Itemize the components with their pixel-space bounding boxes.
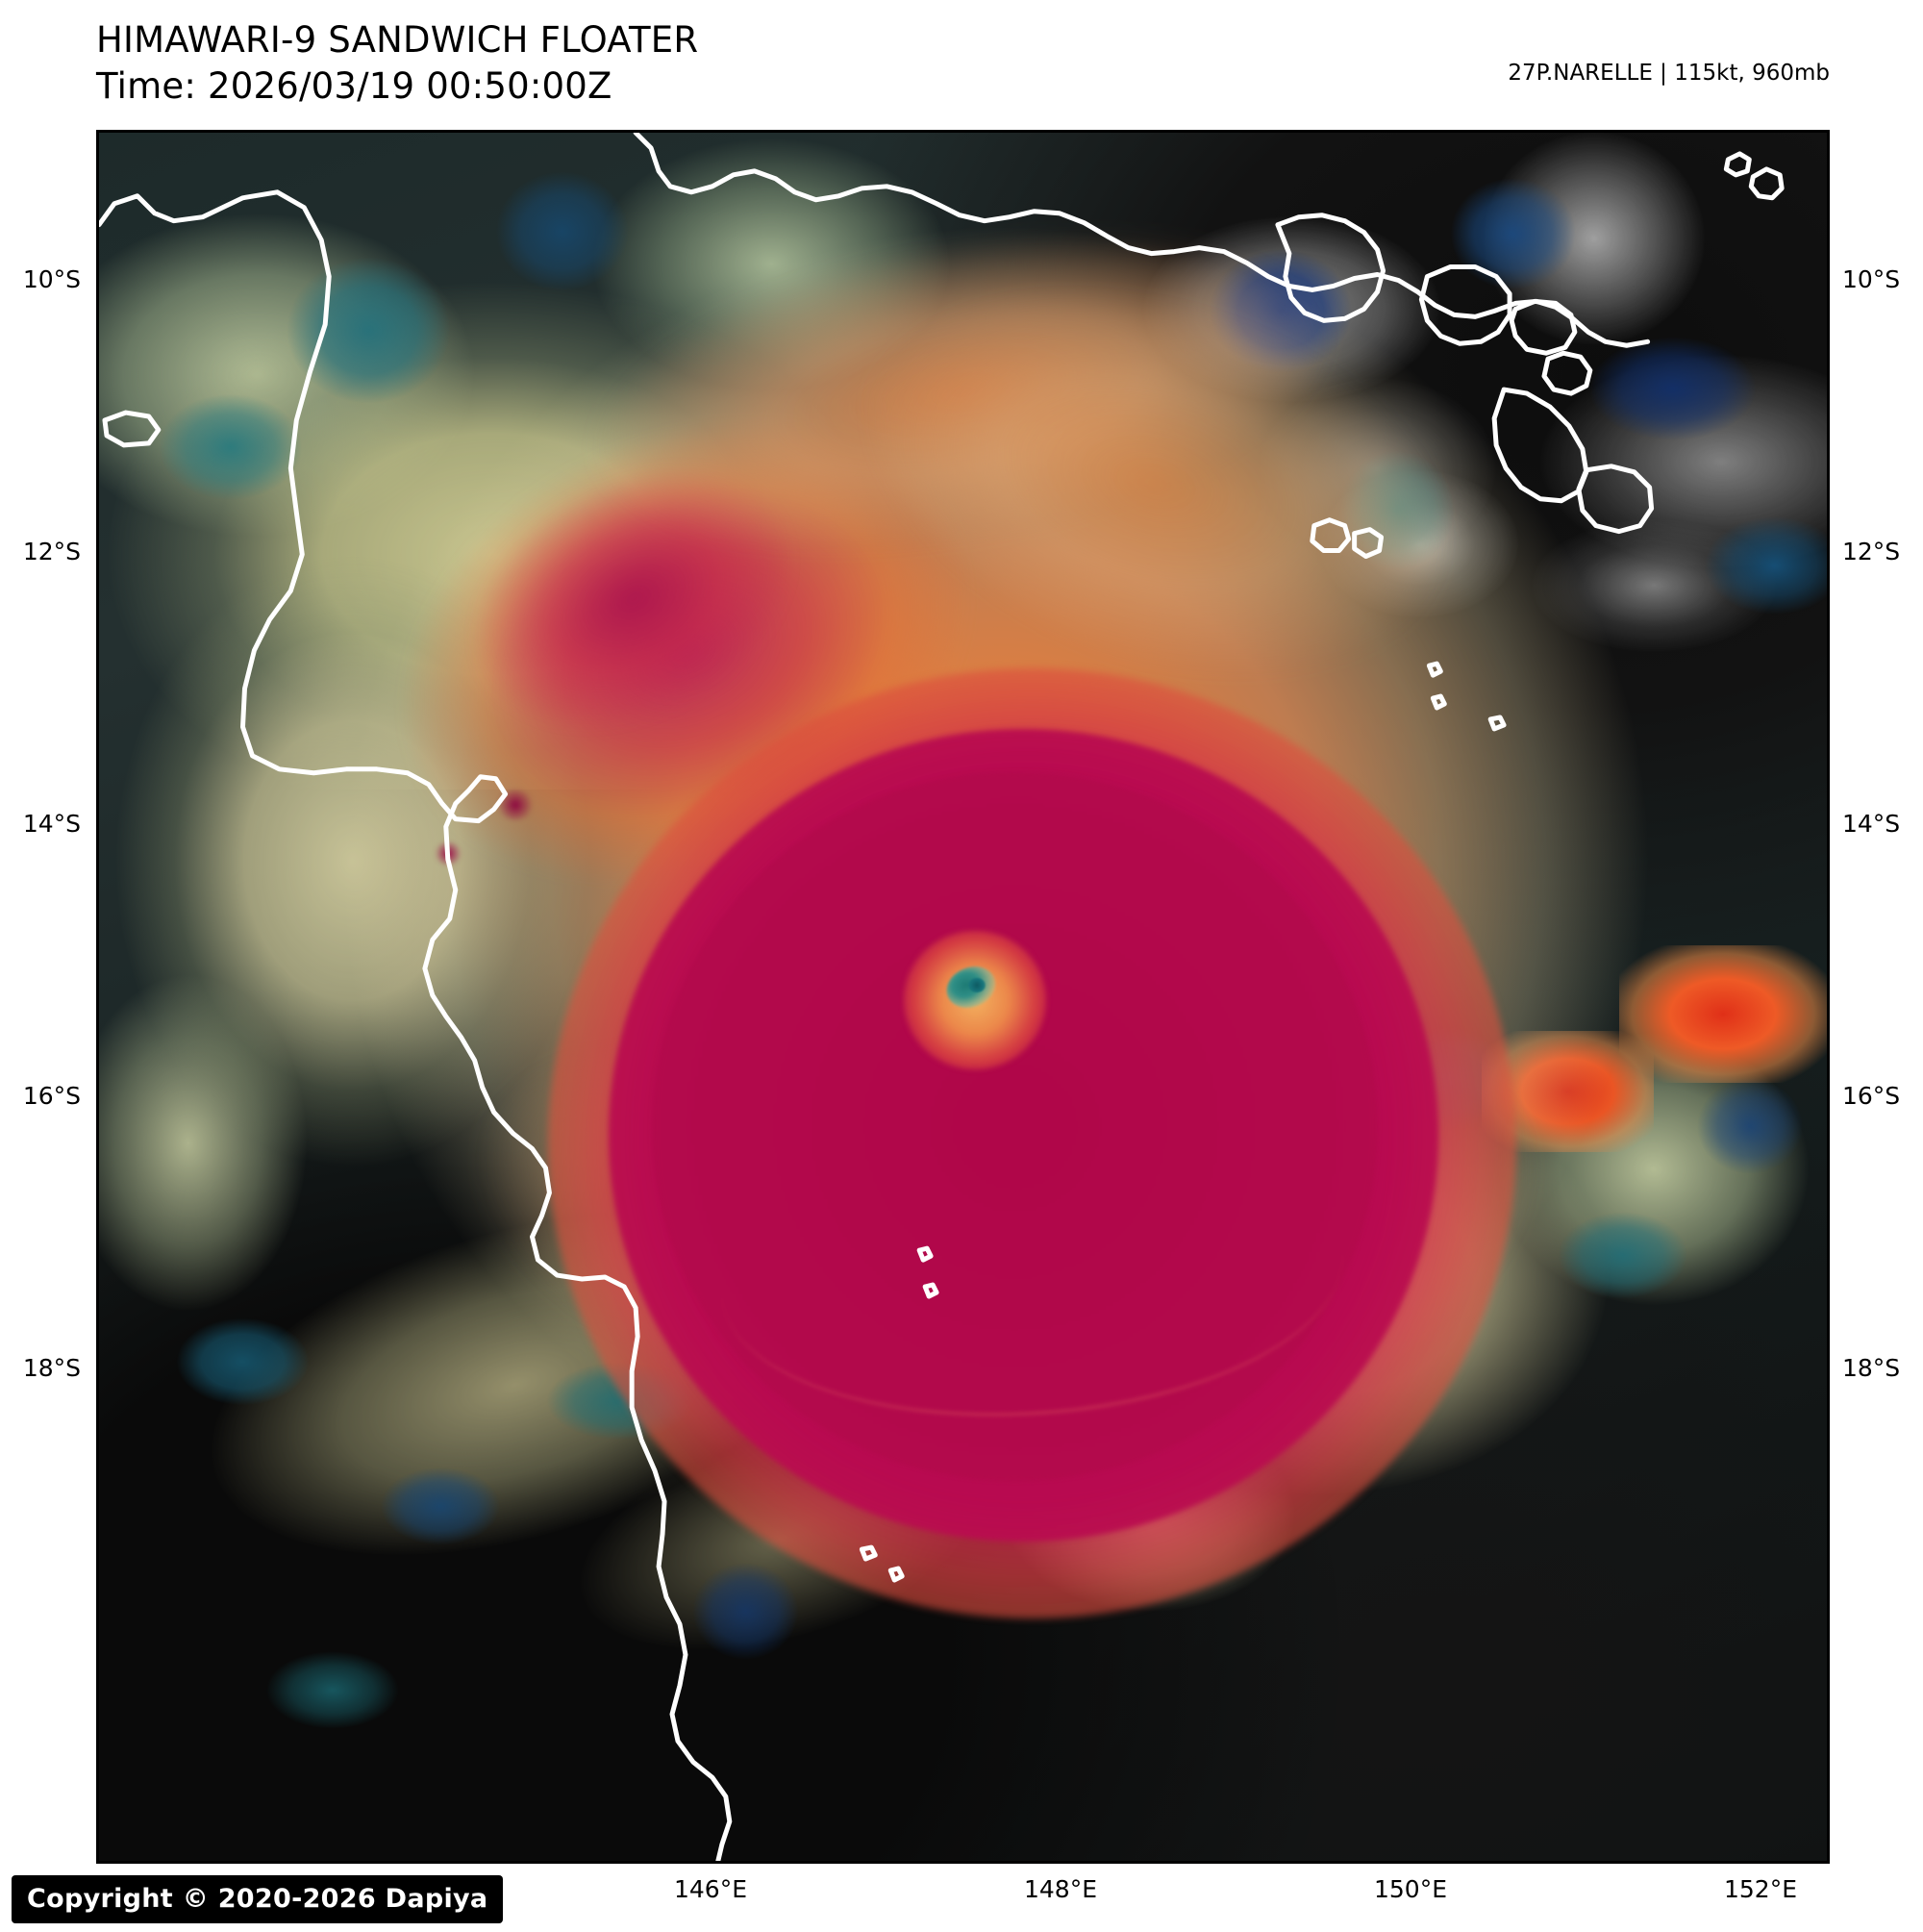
y-axis-label-right: 16°S [1842,1082,1901,1110]
y-axis-label-left: 16°S [22,1082,81,1110]
y-axis-label-left: 18°S [22,1354,81,1382]
y-axis-label-right: 10°S [1842,265,1901,293]
timestamp-label: Time: 2026/03/19 00:50:00Z [96,65,612,107]
coastline-overlay [99,133,1785,1861]
y-axis-label-right: 18°S [1842,1354,1901,1382]
page-title: HIMAWARI-9 SANDWICH FLOATER [96,19,699,61]
satellite-image-plot[interactable] [96,130,1830,1864]
y-axis-label-left: 10°S [22,265,81,293]
cdo-coldest [652,771,1378,1481]
y-axis-label-left: 14°S [22,810,81,838]
storm-info-label: 27P.NARELLE | 115kt, 960mb [1508,61,1830,86]
copyright-watermark: Copyright © 2020-2026 Dapiya [12,1875,504,1923]
x-axis-label: 152°E [1723,1875,1798,1903]
header-left: HIMAWARI-9 SANDWICH FLOATER Time: 2026/0… [96,17,1250,110]
x-axis-label: 148°E [1023,1875,1098,1903]
y-axis-label-left: 12°S [22,538,81,565]
satellite-imagery [99,133,1827,1861]
x-axis-label: 146°E [673,1875,748,1903]
y-axis-label-right: 12°S [1842,538,1901,565]
x-axis-label: 150°E [1373,1875,1448,1903]
eye-pinhole [967,977,986,992]
y-axis-label-right: 14°S [1842,810,1901,838]
